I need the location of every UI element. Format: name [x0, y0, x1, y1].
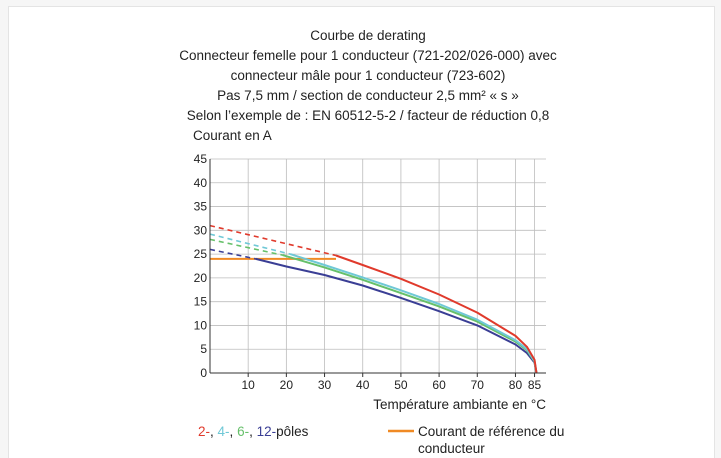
y-tick-label-20: 20 — [194, 271, 208, 285]
x-axis-label: Température ambiante en °C — [373, 397, 546, 412]
y-tick-label-45: 45 — [194, 152, 208, 166]
legend-poles-part-7: pôles — [276, 424, 309, 439]
x-tick-label-30: 30 — [318, 378, 332, 392]
y-tick-label-30: 30 — [194, 223, 208, 237]
series-4-dashed — [209, 233, 291, 255]
y-tick-label-0: 0 — [200, 366, 207, 380]
y-tick-label-5: 5 — [200, 342, 207, 356]
x-tick-label-80: 80 — [509, 378, 523, 392]
series-12-line — [255, 257, 538, 374]
legend-reference-label-1: Courant de référence du — [418, 424, 564, 439]
legend-poles-part-4: 6- — [237, 424, 249, 439]
y-tick-label-15: 15 — [194, 295, 208, 309]
series-12-dashed — [209, 248, 256, 260]
series-6-dashed — [209, 238, 283, 256]
series-2-line — [335, 254, 538, 374]
x-tick-label-10: 10 — [242, 378, 256, 392]
x-tick-label-50: 50 — [394, 378, 408, 392]
series-2-dashed — [209, 224, 337, 257]
grid — [210, 158, 546, 373]
x-tick-label-60: 60 — [432, 378, 446, 392]
chart-subtitle-line-4: Selon l’exemple de : EN 60512-5-2 / fact… — [187, 108, 549, 123]
chart-subtitle-line-1: Connecteur femelle pour 1 conducteur (72… — [179, 48, 557, 63]
chart-subtitle-line-2: connecteur mâle pour 1 conducteur (723-6… — [231, 68, 506, 83]
chart-card — [8, 6, 715, 458]
legend-poles: 2-, 4-, 6-, 12-pôles — [198, 424, 309, 439]
y-tick-label-10: 10 — [194, 318, 208, 332]
series-4-line — [289, 253, 538, 374]
legend-poles-part-0: 2- — [198, 424, 210, 439]
chart-title: Courbe de derating — [310, 28, 426, 43]
x-tick-label-85: 85 — [528, 378, 542, 392]
x-tick-label-20: 20 — [280, 378, 294, 392]
legend-poles-part-5: , — [249, 424, 257, 439]
x-tick-label-40: 40 — [356, 378, 370, 392]
legend-poles-part-1: , — [210, 424, 218, 439]
chart-subtitle-line-3: Pas 7,5 mm / section de conducteur 2,5 m… — [217, 88, 519, 103]
legend-poles-part-3: , — [230, 424, 238, 439]
tick-labels: 0 5 10 15 20 25 30 35 40 45 10 20 30 40 50 60 70 80 85 — [194, 152, 542, 392]
legend-poles-part-6: 12- — [257, 424, 277, 439]
series-layer — [209, 224, 538, 374]
legend-poles-part-2: 4- — [218, 424, 230, 439]
y-axis-label: Courant en A — [193, 128, 272, 143]
y-tick-label-35: 35 — [194, 200, 208, 214]
axes — [209, 159, 546, 377]
legend-reference-label-2: conducteur — [418, 441, 485, 456]
y-tick-label-25: 25 — [194, 247, 208, 261]
x-tick-label-70: 70 — [471, 378, 485, 392]
series-6-line — [282, 254, 538, 374]
y-tick-label-40: 40 — [194, 176, 208, 190]
